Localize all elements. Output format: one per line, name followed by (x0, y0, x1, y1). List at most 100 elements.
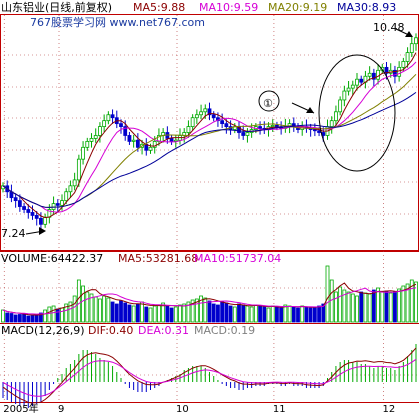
volume-bar (135, 303, 140, 323)
volume-bar (199, 295, 203, 323)
volume-bar (17, 314, 22, 323)
volume-bar (68, 301, 73, 323)
volume-bar (39, 312, 43, 323)
candle-body (405, 52, 410, 62)
volume-bar (237, 303, 241, 323)
x-axis-label: 10 (176, 404, 189, 414)
volume-bar (114, 303, 119, 323)
candle-body (135, 139, 140, 148)
volume-bar (376, 287, 380, 323)
annotations-layer: ① 10.48 7.24 (1, 21, 413, 240)
volume-bar (346, 291, 351, 323)
volume-bar (110, 301, 115, 323)
candle-body (275, 125, 279, 127)
volume-bar (148, 307, 153, 323)
candle-body (39, 217, 43, 225)
volume-bar (55, 308, 60, 323)
highlight-ellipse (318, 54, 396, 172)
volume-bar (270, 305, 275, 323)
volume-bar (342, 289, 347, 323)
volume-bar (60, 307, 64, 323)
candle-body (220, 120, 225, 125)
volume-bar (76, 279, 81, 323)
volume-bar (190, 299, 195, 323)
volume-bar (388, 292, 393, 323)
candle-body (338, 99, 343, 113)
candle-body (270, 125, 275, 127)
candle-body (355, 78, 359, 86)
candle-body (98, 126, 102, 136)
ma5-readout: MA5:9.88 (133, 1, 185, 14)
volume-bar (194, 298, 199, 323)
volume-ma10-line (2, 287, 417, 315)
volume-bar (355, 295, 359, 323)
ma10-readout: MA10:9.59 (199, 1, 258, 14)
candle-body (22, 206, 26, 210)
volume-bar (81, 285, 85, 323)
price-header: 山东铝业(日线,前复权) MA5:9.88 MA10:9.59 MA20:9.1… (1, 0, 396, 29)
volume-bar (228, 305, 233, 323)
volume-bar (26, 315, 31, 323)
candle-body (30, 212, 35, 216)
candle-body (119, 123, 123, 127)
volume-bar (72, 295, 77, 323)
candle-body (203, 108, 208, 113)
candle-body (334, 111, 338, 122)
volume-bar (9, 313, 14, 323)
volume-bar (220, 301, 225, 323)
volume-ma5-line (2, 282, 417, 316)
marker-circle (258, 90, 280, 112)
volume-bar (43, 309, 48, 323)
volume-ma-layer (2, 282, 417, 316)
candle-body (106, 114, 111, 122)
candle-body (85, 141, 90, 148)
volume-bar (1, 309, 5, 323)
candle-body (17, 200, 22, 207)
candle-body (169, 138, 174, 142)
candle-body (359, 78, 364, 83)
volume-bar (380, 291, 385, 323)
volume-bar (123, 302, 128, 323)
marker-arrow-head (306, 107, 314, 113)
volume-bar (393, 291, 397, 323)
candle-body (123, 126, 128, 136)
high-arrow-head (405, 31, 413, 37)
volume-bar (144, 306, 149, 323)
volume-bar (384, 290, 389, 323)
candle-body (51, 203, 56, 210)
candle-body (72, 179, 77, 187)
x-axis-label: 11 (273, 404, 286, 414)
volume-bar (397, 288, 402, 323)
volume-bar (308, 307, 313, 323)
volume-bar (93, 296, 98, 323)
candle-body (93, 135, 98, 139)
candle-body (89, 138, 94, 142)
volume-bar (291, 306, 296, 323)
ma-lines-layer (2, 52, 417, 219)
candle-body (60, 200, 64, 206)
candle-body (102, 120, 107, 127)
candle-body (350, 84, 355, 89)
volume-bar (312, 306, 317, 323)
candle-body (55, 203, 60, 206)
macd-readout: MACD:0.19 (194, 324, 255, 337)
volume-bar (279, 307, 284, 323)
volume-bar (300, 305, 305, 323)
volume-bar (102, 295, 107, 323)
volume-bar (186, 301, 191, 323)
candle-body (110, 114, 115, 119)
volume-bar (140, 301, 144, 323)
candle-body (376, 69, 380, 80)
candle-body (199, 111, 203, 116)
candle-body (194, 114, 199, 119)
volume-bar (127, 304, 132, 323)
watermark-text: 767股票学习网 www.net767.com (30, 15, 205, 29)
candle-body (371, 72, 376, 80)
volume-bar (317, 305, 321, 323)
candle-body (64, 191, 69, 202)
ma5-line (2, 52, 417, 219)
volume-bar (275, 306, 279, 323)
candle-body (131, 139, 136, 142)
candle-body (127, 135, 132, 142)
volume-bar (211, 303, 216, 323)
